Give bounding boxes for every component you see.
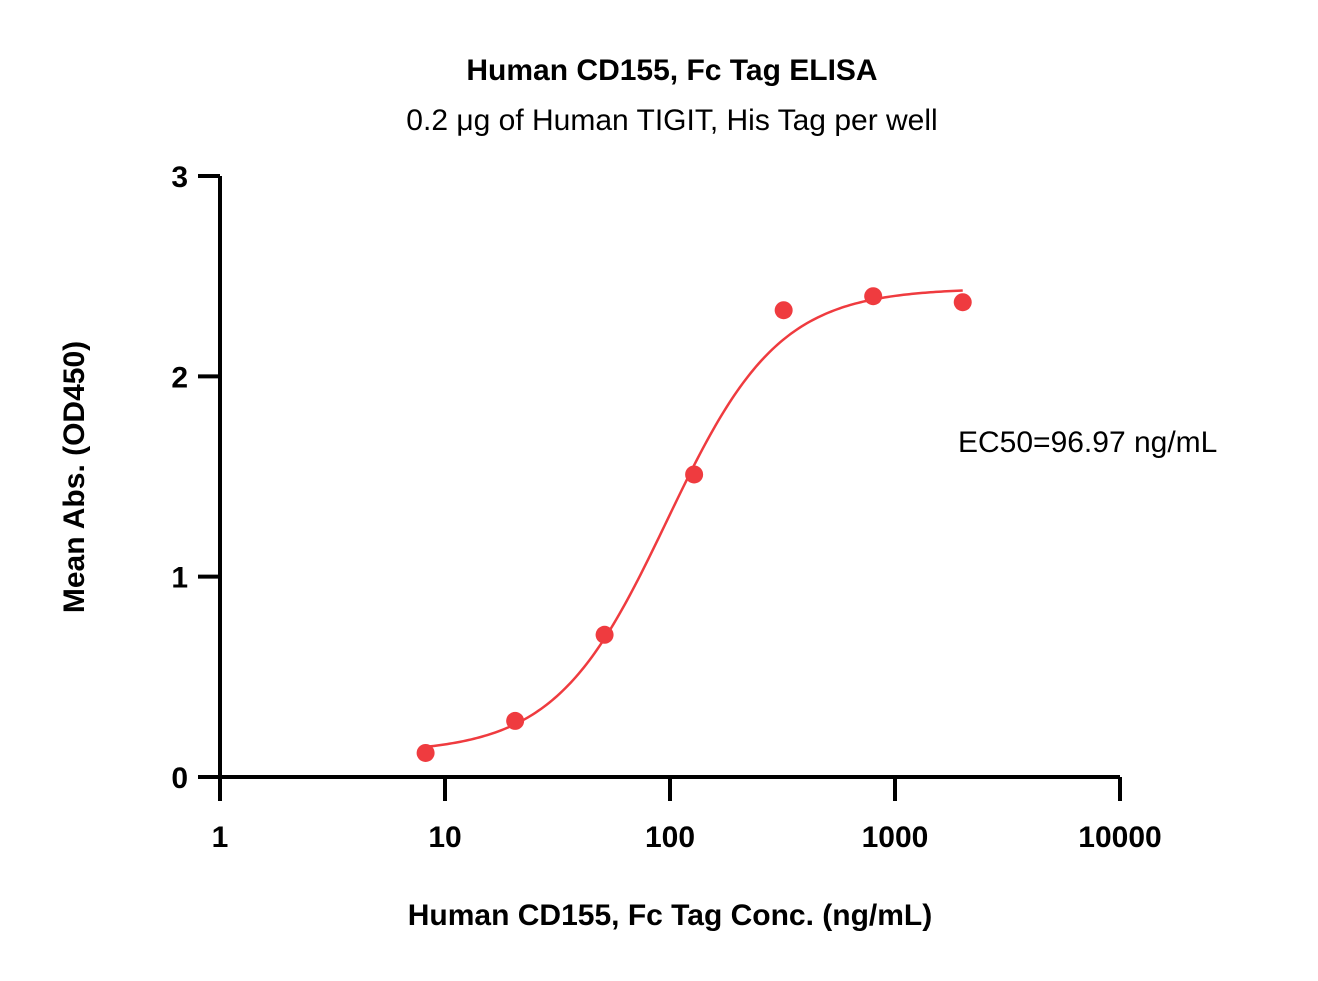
y-axis-title: Mean Abs. (OD450) bbox=[58, 341, 91, 613]
data-point bbox=[864, 287, 883, 306]
fit-curve bbox=[425, 289, 963, 749]
data-point bbox=[953, 293, 972, 312]
data-points-group bbox=[416, 287, 972, 762]
x-tick-label: 100 bbox=[645, 821, 695, 854]
x-tick-label: 10 bbox=[428, 821, 461, 854]
x-tick-label: 1000 bbox=[862, 821, 929, 854]
x-tick-label: 10000 bbox=[1078, 821, 1161, 854]
y-axis: 0 1 2 3 bbox=[171, 161, 222, 795]
ec50-annotation: EC50=96.97 ng/mL bbox=[958, 426, 1217, 459]
y-tick-label: 0 bbox=[171, 762, 188, 795]
x-axis: 1 10 100 1000 10000 bbox=[212, 775, 1162, 854]
fit-curve-group bbox=[425, 289, 963, 749]
chart-title: Human CD155, Fc Tag ELISA bbox=[466, 54, 877, 87]
data-point bbox=[685, 465, 704, 484]
x-axis-title: Human CD155, Fc Tag Conc. (ng/mL) bbox=[408, 899, 933, 932]
x-tick-label: 1 bbox=[212, 821, 229, 854]
y-tick-label: 3 bbox=[171, 161, 188, 194]
data-point bbox=[595, 625, 614, 644]
data-point bbox=[416, 743, 435, 762]
y-tick-label: 1 bbox=[171, 562, 188, 595]
data-point bbox=[506, 711, 525, 730]
chart-subtitle: 0.2 μg of Human TIGIT, His Tag per well bbox=[406, 104, 937, 137]
data-point bbox=[774, 301, 793, 320]
y-tick-label: 2 bbox=[171, 361, 188, 394]
